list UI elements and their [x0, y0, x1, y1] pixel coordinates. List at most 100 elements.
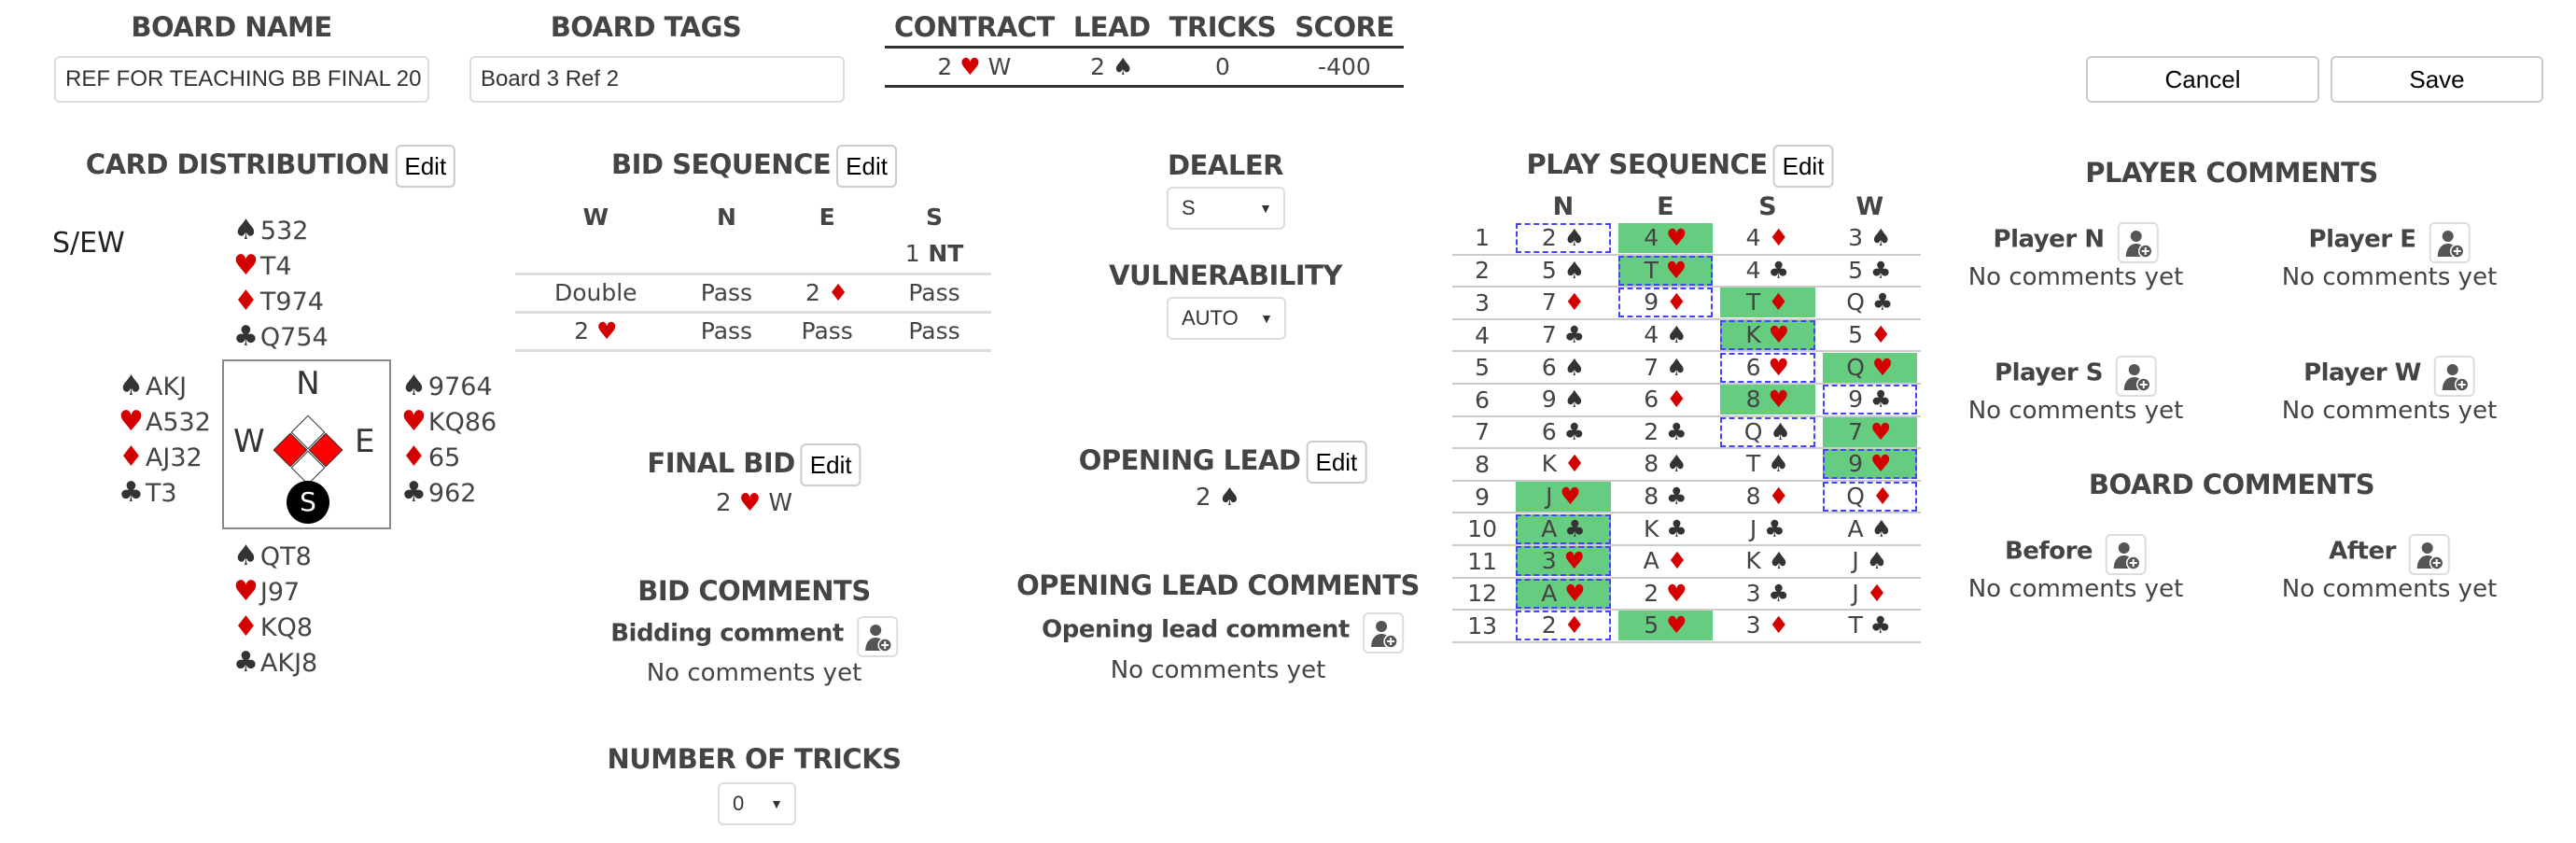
add-user-icon [2437, 231, 2465, 259]
save-button[interactable]: Save [2331, 56, 2543, 103]
played-card: Q ♠ [1720, 416, 1815, 447]
add-comment-button[interactable] [2408, 534, 2450, 575]
trick-number: 9 [1452, 480, 1513, 514]
bid-sequence-edit-button[interactable]: Edit [836, 145, 897, 188]
cancel-button[interactable]: Cancel [2086, 56, 2319, 103]
number-of-tricks-value: 0 [733, 792, 745, 815]
player-e-empty: No comments yet [2281, 263, 2498, 291]
bid-cell: Pass [877, 312, 991, 352]
bid-cell: Pass [877, 274, 991, 314]
played-card: J ♦ [1852, 579, 1888, 607]
add-user-icon [2416, 542, 2444, 570]
played-card: 2 ♠ [1516, 222, 1611, 253]
vulnerability-select[interactable]: AUTO ▼ [1167, 297, 1286, 340]
board-after-label: After [2329, 537, 2396, 566]
trick-row: 8 K ♦ 8 ♠ T ♠ 9 ♥ [1452, 448, 1921, 482]
bid-row: Double Pass 2 ♦ Pass [515, 274, 991, 314]
bid-sequence-title: BID SEQUENCE Edit [611, 145, 897, 188]
diamond-icon: ♦ [119, 441, 144, 473]
trick-number: 6 [1452, 383, 1513, 417]
dropdown-arrow-icon: ▼ [1260, 311, 1273, 326]
clubs-holding: ♣AKJ8 [233, 645, 317, 681]
spade-icon: ♠ [1870, 514, 1892, 542]
heart-icon: ♥ [595, 317, 618, 344]
played-card: T ♠ [1745, 450, 1789, 478]
heart-icon: ♥ [1560, 483, 1581, 511]
add-comment-button[interactable] [2117, 222, 2159, 263]
card-distribution-title: CARD DISTRIBUTION Edit [86, 145, 456, 188]
bid-cell [676, 235, 777, 275]
final-bid-level: 2 [715, 489, 732, 517]
bid-sequence-title-text: BID SEQUENCE [611, 148, 832, 180]
trick-row: 5 6 ♠ 7 ♠ 6 ♥ Q ♥ [1452, 351, 1921, 385]
number-of-tricks-label: NUMBER OF TRICKS [607, 743, 902, 775]
dealer-select[interactable]: S ▼ [1167, 187, 1285, 230]
heart-icon: ♥ [1564, 579, 1586, 607]
add-comment-button[interactable] [2433, 356, 2475, 397]
dealer-vulnerability: S/EW [52, 227, 125, 260]
summary-tricks: 0 [1214, 52, 1230, 80]
holding-cards: A532 [145, 408, 211, 437]
played-card: J ♠ [1852, 547, 1888, 575]
board-name-label: BOARD NAME [131, 11, 332, 43]
add-comment-button[interactable] [2429, 222, 2471, 263]
bid-cell: Pass [676, 312, 777, 352]
played-card: 5 ♥ [1617, 611, 1714, 641]
diamond-icon: ♦ [1768, 288, 1789, 316]
spade-icon: ♠ [233, 540, 259, 572]
opening-lead-title: OPENING LEAD Edit [1079, 441, 1367, 484]
header-tricks: TRICKS [1169, 11, 1277, 44]
holding-cards: 9764 [427, 372, 493, 401]
holding-cards: AJ32 [145, 443, 203, 472]
compass-north: N [296, 365, 320, 402]
play-sequence-edit-button[interactable]: Edit [1772, 145, 1834, 188]
heart-icon: ♥ [1768, 321, 1790, 349]
diamond-icon: ♦ [1866, 579, 1888, 607]
player-e-comment-block: Player E No comments yet [2281, 222, 2498, 291]
board-before-empty: No comments yet [1967, 575, 2184, 603]
bid-cell: Pass [777, 312, 878, 352]
bid-cell: 2 ♦ [777, 274, 878, 314]
trick-number: 3 [1452, 287, 1513, 320]
add-comment-button[interactable] [1362, 612, 1404, 653]
number-of-tricks-select[interactable]: 0 ▼ [718, 782, 796, 825]
holding-cards: KQ8 [259, 613, 314, 642]
holding-cards: T3 [145, 479, 177, 508]
diamond-icon: ♦ [827, 279, 849, 306]
bid-header-e: E [819, 203, 835, 231]
add-user-icon [1370, 621, 1398, 649]
opening-lead-edit-button[interactable]: Edit [1306, 441, 1367, 484]
player-s-empty: No comments yet [1967, 397, 2184, 425]
played-card: 4 ♥ [1617, 222, 1714, 253]
add-comment-button[interactable] [2115, 356, 2157, 397]
heart-icon: ♥ [1666, 579, 1687, 607]
notrump-label: NT [919, 240, 964, 268]
board-name-input[interactable]: REF FOR TEACHING BB FINAL 20 [54, 56, 429, 103]
add-comment-button[interactable] [2106, 534, 2148, 575]
holding-cards: AKJ8 [259, 649, 318, 678]
final-bid-title: FINAL BID Edit [647, 443, 861, 486]
holding-cards: T974 [259, 288, 324, 316]
hearts-holding: ♥A532 [119, 404, 211, 440]
board-tags-input[interactable]: Board 3 Ref 2 [469, 56, 845, 103]
heart-icon: ♥ [1871, 353, 1894, 381]
vulnerability-value: AUTO [1182, 306, 1239, 330]
club-icon: ♣ [1563, 321, 1586, 349]
declarer: W [987, 52, 1012, 80]
bid-row: 2 ♥ Pass Pass Pass [515, 312, 991, 352]
spade-icon: ♠ [119, 370, 144, 402]
played-card: 9 ♠ [1541, 386, 1586, 414]
final-bid-edit-button[interactable]: Edit [800, 443, 861, 486]
holding-cards: QT8 [259, 542, 312, 571]
opening-lead-rank: 2 [1195, 484, 1211, 512]
play-header-w: W [1855, 191, 1884, 221]
diamond-icon: ♦ [1563, 611, 1586, 639]
card-distribution-edit-button[interactable]: Edit [395, 145, 456, 188]
spade-icon: ♠ [1768, 450, 1789, 478]
played-card: 8 ♠ [1644, 450, 1687, 478]
add-comment-button[interactable] [856, 616, 898, 657]
